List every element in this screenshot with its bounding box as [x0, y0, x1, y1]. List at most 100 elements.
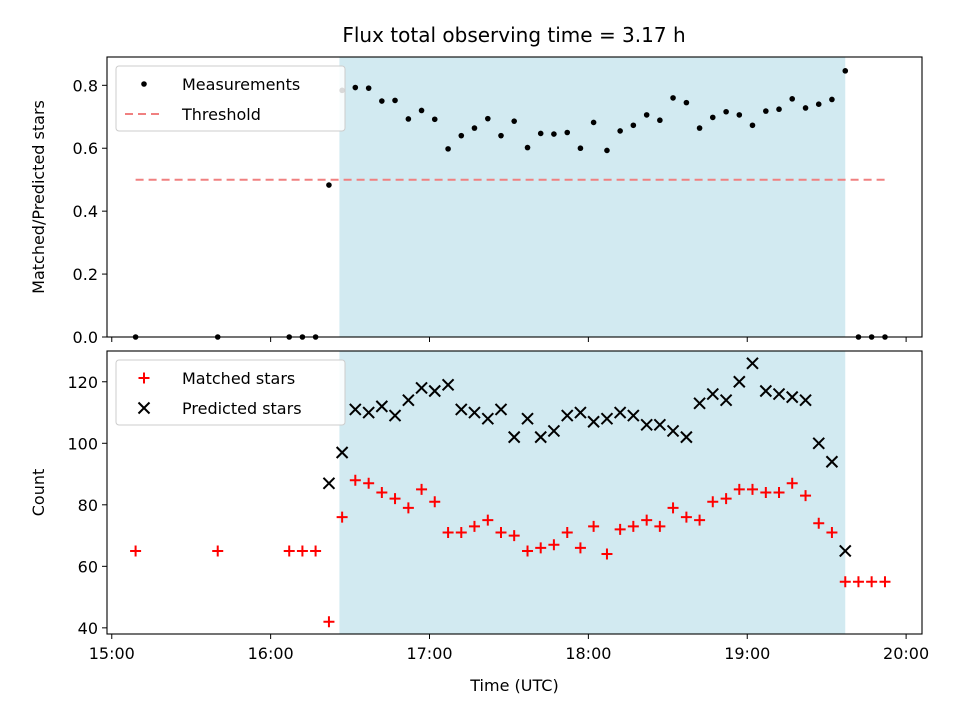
- matched-star-point: [574, 542, 586, 554]
- measurement-point: [511, 118, 517, 124]
- predicted-star-point: [561, 409, 574, 422]
- measurement-point: [789, 96, 796, 102]
- matched-star-point: [429, 496, 441, 508]
- measurement-point: [696, 125, 703, 131]
- predicted-star-point: [600, 412, 614, 425]
- matched-star-point: [813, 517, 825, 529]
- measurement-point: [418, 107, 425, 114]
- predicted-star-point: [719, 394, 733, 407]
- measurement-point: [471, 125, 478, 131]
- legend-marker-x: [137, 401, 151, 415]
- matched-star-point: [495, 526, 507, 538]
- matched-star-point: [349, 474, 361, 486]
- measurement-point: [577, 145, 584, 152]
- top-legend: Measurements Threshold: [115, 65, 346, 132]
- predicted-star-point: [785, 390, 799, 404]
- top-observing-window-shade: [339, 57, 846, 337]
- measurement-point: [749, 122, 756, 129]
- matched-star-point: [482, 514, 494, 526]
- matched-star-point: [746, 483, 758, 495]
- predicted-star-point: [507, 430, 521, 444]
- bottom-y-tick-label: 80: [78, 496, 98, 515]
- measurement-point: [551, 131, 557, 137]
- predicted-star-point: [375, 400, 389, 413]
- matched-star-point: [641, 514, 653, 526]
- bottom-x-tick-label: 20:00: [883, 644, 929, 663]
- matched-star-point: [468, 520, 480, 532]
- predicted-star-point: [653, 418, 667, 432]
- predicted-star-point: [335, 446, 349, 459]
- matched-star-point: [680, 511, 692, 523]
- measurement-point: [657, 117, 663, 124]
- measurement-point: [431, 116, 438, 123]
- measurement-point: [630, 122, 637, 129]
- measurement-point: [524, 144, 531, 151]
- matched-star-point: [839, 576, 851, 588]
- predicted-star-point: [494, 403, 508, 416]
- measurement-point: [604, 147, 610, 154]
- bottom-x-tick-label: 17:00: [406, 644, 452, 663]
- measurement-point: [458, 132, 465, 139]
- legend-entry-label: Threshold: [181, 105, 261, 124]
- top-y-tick-label: 0.6: [73, 139, 98, 158]
- matched-star-point: [402, 502, 414, 514]
- predicted-star-point: [627, 409, 640, 422]
- measurement-point: [776, 106, 782, 113]
- measurement-point: [365, 85, 372, 91]
- legend-marker-plus: [138, 372, 150, 384]
- measurement-point: [683, 99, 690, 106]
- bottom-series-predicted-stars: [322, 357, 852, 558]
- measurement-point: [326, 182, 332, 188]
- matched-star-point: [707, 496, 719, 508]
- bottom-series-matched-stars: [130, 474, 891, 628]
- legend-box: [115, 65, 346, 132]
- matched-star-point: [760, 487, 772, 498]
- predicted-star-point: [574, 406, 587, 419]
- predicted-star-point: [640, 418, 653, 432]
- bottom-x-tick-label: 15:00: [89, 644, 135, 663]
- top-y-tick-label: 0.0: [73, 328, 98, 347]
- bottom-x-tick-label: 19:00: [724, 644, 770, 663]
- predicted-star-point: [733, 375, 746, 388]
- matched-star-point: [363, 477, 375, 489]
- measurement-point: [564, 129, 571, 136]
- predicted-star-point: [839, 544, 852, 558]
- predicted-star-point: [468, 406, 481, 419]
- predicted-star-point: [547, 424, 561, 438]
- measurement-point: [763, 108, 769, 114]
- matched-star-point: [852, 576, 864, 588]
- measurement-point: [815, 101, 822, 107]
- legend-entry-label: Measurements: [182, 75, 300, 94]
- predicted-star-point: [481, 412, 495, 425]
- matched-star-point: [800, 490, 812, 502]
- matched-star-point: [389, 493, 401, 505]
- bottom-y-tick-label: 100: [67, 434, 98, 453]
- matched-star-point: [773, 487, 785, 498]
- bottom-x-tick-label: 16:00: [248, 644, 294, 663]
- measurement-point: [617, 128, 623, 134]
- matched-star-point: [614, 523, 626, 535]
- matched-star-point: [654, 520, 666, 532]
- top-y-tick-label: 0.4: [73, 202, 98, 221]
- predicted-star-point: [693, 397, 706, 410]
- matched-star-point: [720, 493, 732, 505]
- measurement-point: [445, 146, 451, 152]
- matched-star-point: [508, 530, 520, 542]
- top-panel-measurements-ratio: 0.0 0.2 0.4 0.6 0.8 Matched/Predicted stars Me…: [29, 56, 923, 347]
- predicted-star-point: [402, 394, 415, 407]
- measurement-point: [392, 97, 398, 104]
- matched-star-point: [879, 576, 891, 588]
- predicted-star-point: [587, 415, 600, 428]
- matched-star-point: [455, 526, 467, 538]
- predicted-star-point: [349, 403, 362, 416]
- matched-star-point: [733, 483, 745, 495]
- matched-star-point: [416, 483, 428, 495]
- predicted-star-point: [455, 403, 468, 416]
- measurement-point: [723, 108, 729, 115]
- matched-star-point: [601, 548, 613, 560]
- predicted-star-point: [322, 477, 336, 490]
- bottom-axes-frame: [106, 350, 923, 635]
- matched-star-point: [310, 545, 322, 557]
- matched-star-point: [535, 542, 547, 554]
- matched-star-point: [212, 545, 224, 557]
